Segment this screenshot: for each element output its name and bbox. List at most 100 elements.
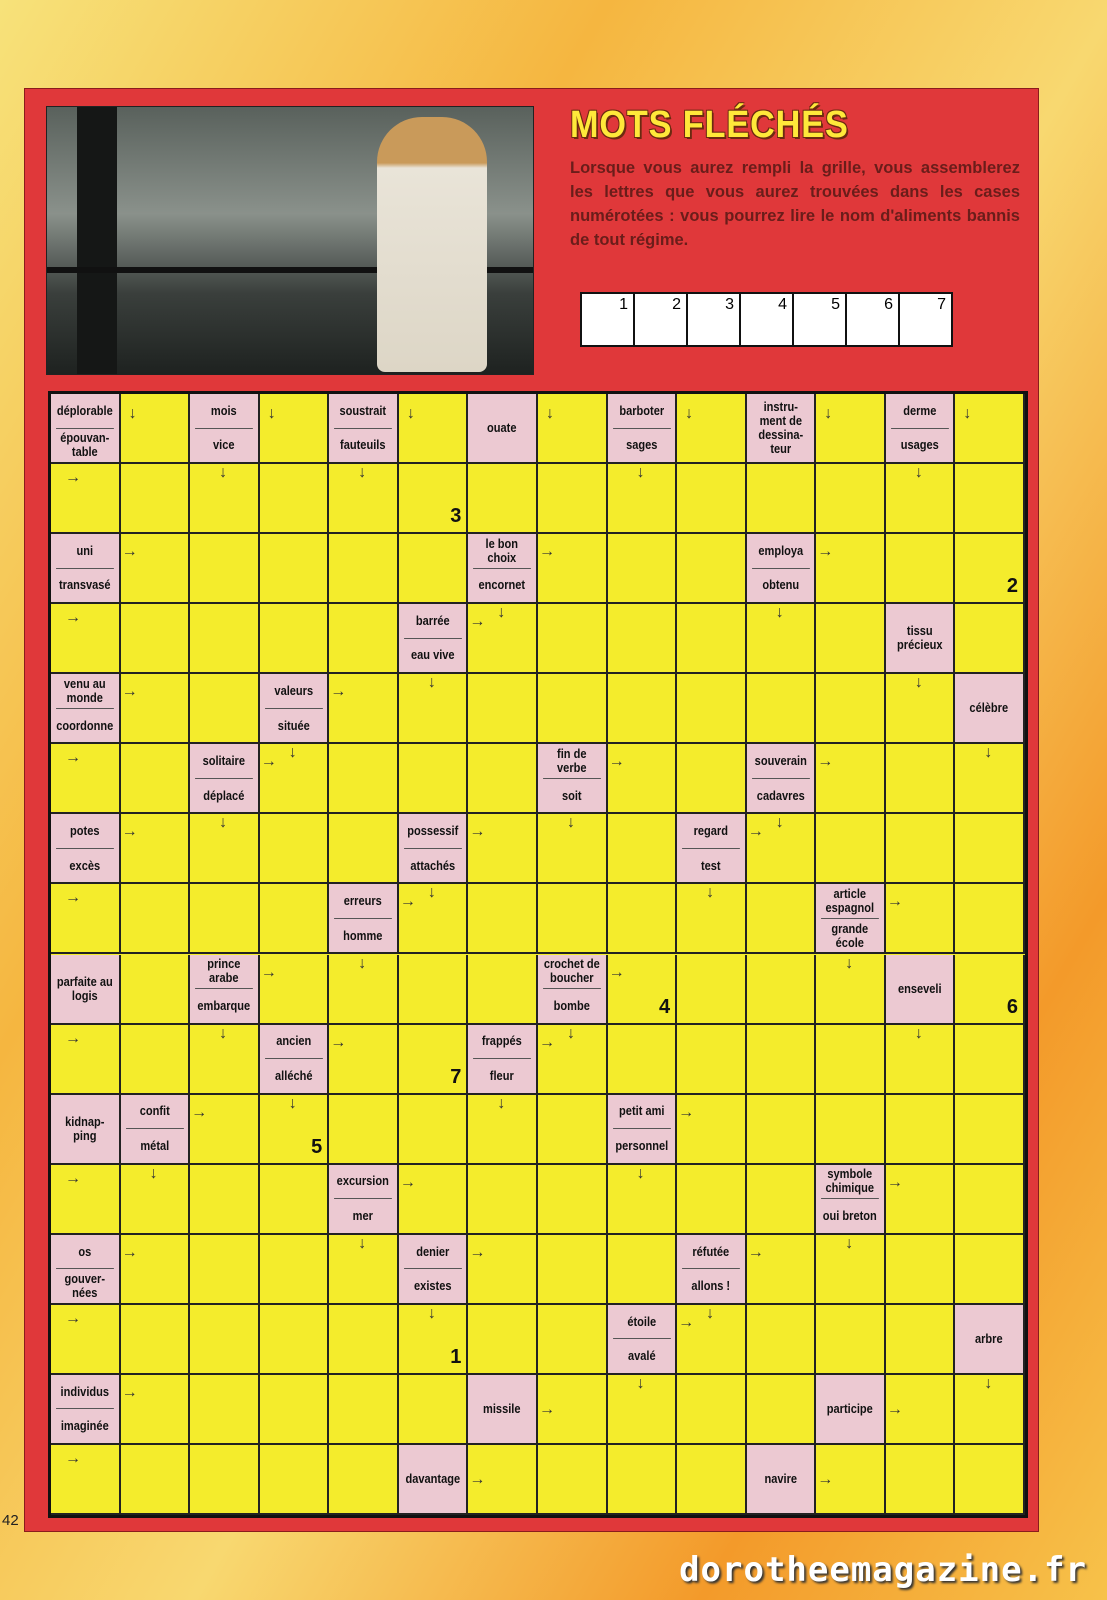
letter-cell[interactable]: ↓ [190,814,260,885]
letter-cell[interactable] [259,884,330,955]
letter-cell[interactable]: ↓ [190,1024,260,1095]
letter-cell[interactable] [259,1304,330,1375]
answer-box[interactable]: 1 [582,294,635,345]
letter-cell[interactable]: ↓ [955,744,1025,815]
letter-cell[interactable]: → [468,1444,538,1515]
letter-cell[interactable]: → [51,1164,121,1235]
letter-cell[interactable] [538,1164,608,1235]
letter-cell[interactable]: → [51,1024,121,1095]
letter-cell[interactable] [677,604,747,675]
letter-cell[interactable]: ↓ [398,674,469,745]
letter-cell[interactable] [677,674,747,745]
letter-cell[interactable]: ↓ [885,674,956,745]
answer-box[interactable]: 2 [635,294,688,345]
letter-cell[interactable]: ↓ [329,954,399,1025]
letter-cell[interactable] [120,1444,191,1515]
letter-cell[interactable]: ↓ [120,1164,191,1235]
letter-cell[interactable] [259,1164,330,1235]
letter-cell[interactable] [607,674,678,745]
letter-cell[interactable]: ↓ [120,394,191,465]
letter-cell[interactable] [259,814,330,885]
letter-cell[interactable] [329,814,399,885]
letter-cell[interactable] [746,1164,817,1235]
letter-cell[interactable]: ↓ [190,464,260,535]
letter-cell[interactable] [885,1094,956,1165]
letter-cell[interactable] [607,534,678,605]
letter-cell[interactable] [746,464,817,535]
letter-cell[interactable] [190,1374,260,1445]
letter-cell[interactable] [329,744,399,815]
letter-cell[interactable]: ↓ 5 [259,1094,330,1165]
letter-cell[interactable] [259,1444,330,1515]
letter-cell[interactable]: ↓ [677,394,747,465]
letter-cell[interactable] [677,1444,747,1515]
letter-cell[interactable]: → [120,674,191,745]
letter-cell[interactable] [398,1094,469,1165]
letter-cell[interactable]: ↓ [329,1234,399,1305]
letter-cell[interactable] [746,1374,817,1445]
letter-cell[interactable]: ↓ → [746,814,817,885]
letter-cell[interactable] [885,1304,956,1375]
letter-cell[interactable]: ↓ → [677,1304,747,1375]
letter-cell[interactable]: ↓ [677,884,747,955]
letter-cell[interactable] [259,534,330,605]
letter-cell[interactable] [190,884,260,955]
letter-cell[interactable]: 3 [398,464,469,535]
letter-cell[interactable]: → [51,1304,121,1375]
letter-cell[interactable]: → [51,464,121,535]
letter-cell[interactable]: → [607,744,678,815]
letter-cell[interactable] [329,1374,399,1445]
letter-cell[interactable]: ↓ [955,1374,1025,1445]
letter-cell[interactable] [468,674,538,745]
letter-cell[interactable] [120,1024,191,1095]
letter-cell[interactable] [677,744,747,815]
letter-cell[interactable] [816,604,886,675]
letter-cell[interactable]: → [329,1024,399,1095]
letter-cell[interactable] [816,464,886,535]
letter-cell[interactable]: → [468,814,538,885]
letter-cell[interactable]: → [885,1374,956,1445]
letter-cell[interactable] [120,744,191,815]
letter-cell[interactable] [398,744,469,815]
letter-cell[interactable] [329,604,399,675]
letter-cell[interactable] [816,1024,886,1095]
letter-cell[interactable] [607,1024,678,1095]
letter-cell[interactable] [538,1444,608,1515]
letter-cell[interactable] [468,744,538,815]
letter-cell[interactable] [746,884,817,955]
letter-cell[interactable] [607,814,678,885]
letter-cell[interactable]: → [190,1094,260,1165]
letter-cell[interactable] [468,464,538,535]
answer-box[interactable]: 4 [741,294,794,345]
letter-cell[interactable] [190,1304,260,1375]
letter-cell[interactable] [259,1374,330,1445]
letter-cell[interactable] [329,1444,399,1515]
letter-cell[interactable]: → [816,1444,886,1515]
letter-cell[interactable]: → [51,1444,121,1515]
letter-cell[interactable] [607,1444,678,1515]
letter-cell[interactable]: → [259,954,330,1025]
letter-cell[interactable]: → [120,534,191,605]
letter-cell[interactable]: → [120,1374,191,1445]
answer-box[interactable]: 6 [847,294,900,345]
letter-cell[interactable] [816,1304,886,1375]
letter-cell[interactable]: ↓ → [259,744,330,815]
letter-cell[interactable] [468,954,538,1025]
letter-cell[interactable] [190,1164,260,1235]
letter-cell[interactable] [190,534,260,605]
letter-cell[interactable]: → 4 [607,954,678,1025]
letter-cell[interactable] [816,674,886,745]
letter-cell[interactable] [885,814,956,885]
letter-cell[interactable]: ↓ [746,604,817,675]
letter-cell[interactable]: ↓ [955,394,1025,465]
letter-cell[interactable]: ↓ [816,954,886,1025]
letter-cell[interactable] [607,1234,678,1305]
letter-cell[interactable]: 6 [955,954,1025,1025]
letter-cell[interactable] [329,534,399,605]
letter-cell[interactable]: ↓ [468,1094,538,1165]
letter-cell[interactable] [607,604,678,675]
letter-cell[interactable] [955,884,1025,955]
letter-cell[interactable]: ↓ → [468,604,538,675]
letter-cell[interactable] [885,1444,956,1515]
letter-cell[interactable]: → [51,604,121,675]
